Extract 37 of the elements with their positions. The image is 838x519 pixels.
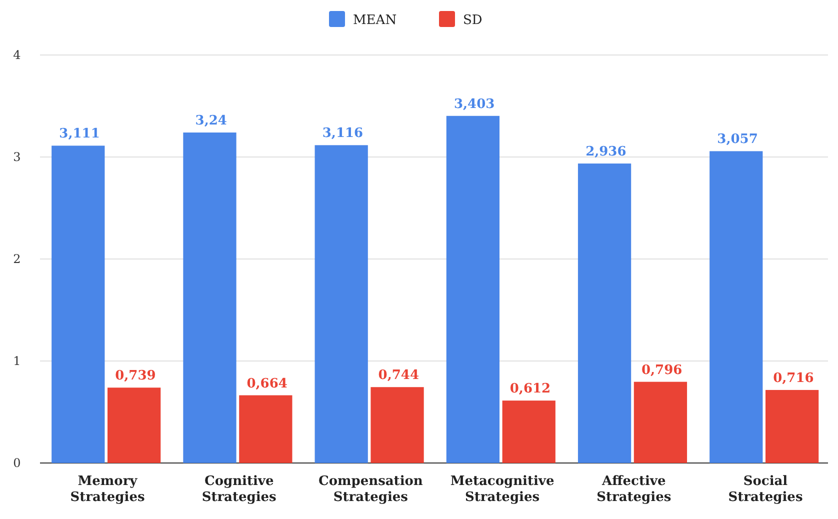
- data-label: 0,716: [773, 370, 814, 386]
- data-label: 3,111: [59, 126, 100, 142]
- bar: [578, 164, 632, 463]
- bar: [239, 395, 292, 463]
- bar: [370, 387, 424, 463]
- bar: [446, 116, 500, 463]
- y-tick-label: 3: [13, 150, 21, 164]
- bar: [183, 132, 236, 463]
- bar: [710, 151, 763, 463]
- y-tick-label: 1: [13, 354, 21, 368]
- x-tick-label: Compensation Strategies: [318, 474, 424, 505]
- data-label: 2,936: [586, 144, 626, 160]
- x-tick-label: Metacognitive Strategies: [450, 474, 554, 505]
- x-tick-label: Cognitive Strategies: [202, 474, 276, 505]
- legend-label: MEAN: [353, 13, 397, 28]
- legend-label: SD: [463, 13, 482, 28]
- x-tick-label: Social Strategies: [728, 474, 803, 505]
- x-tick-label: Affective Strategies: [596, 474, 672, 505]
- data-label: 3,057: [717, 132, 758, 148]
- data-label: 0,796: [642, 362, 682, 378]
- data-label: 3,24: [195, 114, 227, 129]
- data-label: 3,116: [322, 126, 364, 142]
- bar: [502, 400, 556, 463]
- bar: [314, 145, 368, 463]
- data-label: 0,664: [246, 376, 288, 392]
- data-label: 0,612: [510, 382, 551, 397]
- y-tick-label: 4: [13, 48, 22, 62]
- y-tick-label: 0: [13, 456, 21, 470]
- bar: [52, 146, 105, 463]
- bar: [765, 390, 819, 463]
- bar: [108, 388, 161, 463]
- data-label: 0,744: [378, 368, 420, 384]
- x-tick-label: Memory Strategies: [70, 474, 145, 505]
- data-label: 0,739: [115, 368, 156, 384]
- bar: [634, 382, 688, 463]
- y-tick-label: 2: [13, 252, 21, 266]
- data-label: 3,403: [454, 96, 495, 112]
